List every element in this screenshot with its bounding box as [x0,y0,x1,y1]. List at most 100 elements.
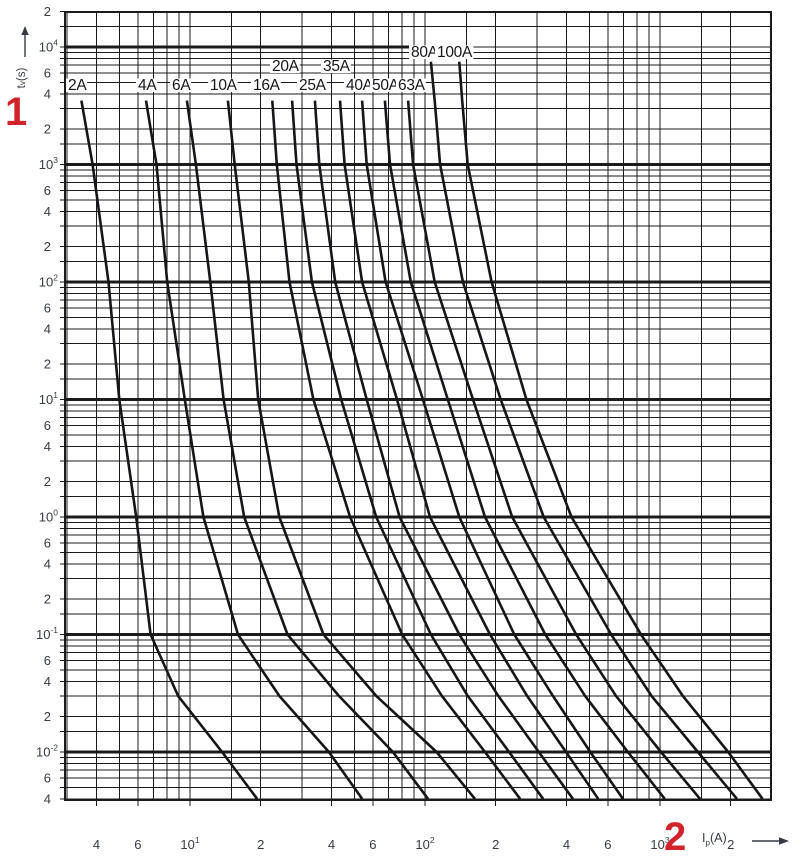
curve-2A [80,100,259,800]
y-axis-label-subscript: v [17,81,27,86]
curve-label-bg-2A [66,78,88,92]
x-axis-label-subscript: p [705,838,710,848]
curve-label-25A: 25A [299,77,327,94]
step-marker-2: 2 [664,815,687,859]
curve-label-80A: 80A [411,44,439,61]
y-tick-label: 2 [44,122,51,137]
curve-6A [185,100,430,800]
curve-label-40A: 40A [346,77,374,94]
x-tick-label: 4 [93,837,100,852]
x-tick-labels: 4 6 101 2 4 6 102 2 4 6 103 2 [93,835,734,852]
y-axis-label-unit: (s) [16,67,28,82]
curve-label-2A: 2A [68,77,87,94]
x-axis-label-symbol: I [702,831,706,845]
curve-label-bg-16A [251,78,281,92]
y-tick-label: 2 [44,709,51,724]
x-tick-label: 2 [727,837,734,852]
curve-50A [383,100,666,800]
y-tick-label: 4 [44,439,51,454]
y-tick-label: 104 [39,38,58,55]
curve-4A [144,100,364,800]
x-tick-label: 6 [369,837,376,852]
y-tick-label: 6 [44,771,51,786]
curve-35A [338,100,600,800]
x-tick-label: 4 [328,837,335,852]
y-tick-label: 6 [44,66,51,81]
curve-label-bg-40A [344,78,374,92]
axis-arrows [21,26,789,845]
curve-label-bg-35A [321,59,351,73]
x-tick-label: 101 [180,835,199,852]
y-axis-label-symbol: t [16,85,28,89]
y-tick-label: 2 [44,474,51,489]
curve-label-20A: 20A [272,58,300,75]
y-tick-label: 2 [44,592,51,607]
x-tick-label: 2 [492,837,499,852]
curve-label-63A: 63A [398,77,426,94]
x-tick-label: 4 [563,837,570,852]
curve-10A [226,100,476,800]
curve-label-6A: 6A [172,77,191,94]
y-tick-label: 4 [44,321,51,336]
y-tick-label: 2 [44,357,51,372]
axis-tick-marks [60,11,732,806]
x-tick-label: 102 [415,835,434,852]
curve-label-35A: 35A [323,58,351,75]
y-tick-label: 4 [44,674,51,689]
fuse-curves [80,61,764,800]
x-tick-label: 6 [134,837,141,852]
curve-label-10A: 10A [210,77,238,94]
y-tick-label: 103 [39,155,58,172]
x-axis-label-unit: (A) [709,831,727,845]
y-tick-label: 6 [44,536,51,551]
y-tick-label: 4 [44,556,51,571]
curve-80A [429,61,738,800]
curve-25A [313,100,574,800]
x-axis-label: Ip(A) [702,831,727,848]
curve-label-16A: 16A [253,77,281,94]
y-tick-label: 6 [44,653,51,668]
y-tick-label: 10-2 [36,743,58,760]
y-tick-label: 2 [44,4,51,19]
y-tick-label: 100 [39,508,58,525]
y-axis-arrow-icon [21,26,29,35]
curve-label-bg-50A [370,78,400,92]
y-tick-label: 4 [44,791,51,806]
y-tick-label: 4 [44,204,51,219]
curve-label-bg-6A [170,78,192,92]
curve-63A [406,100,701,800]
plot-border [64,11,772,801]
y-tick-labels: 2 104 6 4 2 103 6 4 2 102 6 4 2 101 6 4 2 100 6 4 2 10-1 6 4 2 10… [36,4,58,806]
y-tick-label: 102 [39,273,58,290]
curve-label-bg-63A [396,78,426,92]
curve-label-bg-20A [270,59,300,73]
x-tick-label: 2 [257,837,264,852]
y-tick-label: 6 [44,183,51,198]
curve-20A [290,100,545,800]
curve-label-4A: 4A [138,77,157,94]
decade-gridlines [65,12,771,800]
y-tick-label: 4 [44,86,51,101]
curve-label-bg-100A [435,45,474,59]
curve-40A [360,100,624,800]
x-axis-arrow-icon [779,837,789,845]
curve-label-50A: 50A [372,77,400,94]
y-tick-label: 6 [44,301,51,316]
curve-labels: 2A 4A 6A 10A 16A 20A 25A 35A 40A 50A 63A 80A 100A [66,44,474,94]
x-tick-label: 6 [604,837,611,852]
curve-label-bg-25A [297,78,327,92]
x-tick-label: 103 [650,835,669,852]
y-tick-label: 10-1 [36,625,58,642]
step-marker-1: 1 [5,90,28,134]
y-tick-label: 101 [39,390,58,407]
curve-label-100A: 100A [437,44,473,61]
curve-label-bg-80A [409,45,439,59]
y-tick-label: 6 [44,418,51,433]
curve-16A [271,100,522,800]
curve-label-bg-10A [208,78,238,92]
curve-100A [458,61,764,800]
y-tick-label: 2 [44,239,51,254]
curve-label-bg-4A [136,78,158,92]
